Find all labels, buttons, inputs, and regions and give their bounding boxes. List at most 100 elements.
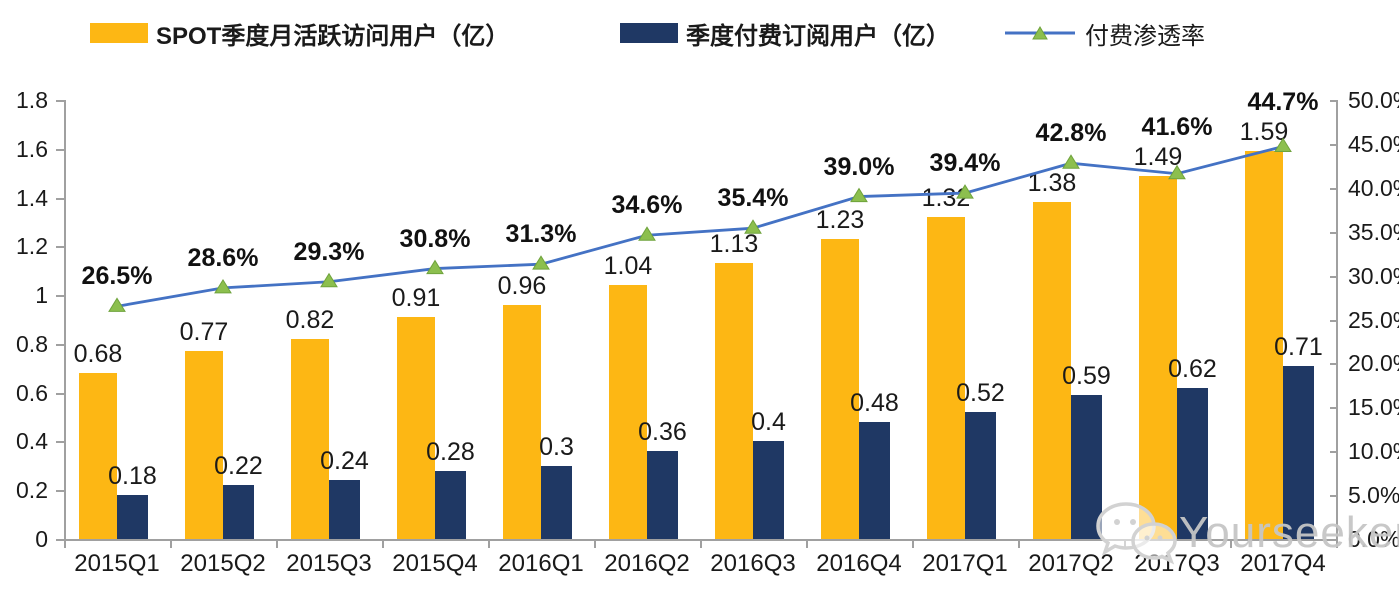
left-axis-tick-label: 1.8 <box>16 87 48 113</box>
x-axis-label: 2016Q1 <box>498 550 584 577</box>
bar-paid-subscribers <box>859 421 890 539</box>
axis-tick <box>1230 539 1232 548</box>
bar-value-label: 0.3 <box>539 432 574 461</box>
penetration-value-label: 44.7% <box>1247 88 1319 117</box>
axis-tick <box>1330 451 1338 454</box>
bar-quarterly-mau <box>715 263 753 539</box>
bar-value-label: 0.68 <box>73 340 123 369</box>
penetration-value-label: 39.4% <box>929 149 1001 178</box>
x-axis-label: 2016Q3 <box>710 550 796 577</box>
right-axis-tick-label: 30.0% <box>1348 262 1399 289</box>
axis-tick <box>700 539 702 548</box>
axis-tick <box>1330 275 1338 278</box>
axis-tick <box>64 539 66 548</box>
legend-item-subscribers: 季度付费订阅用户（亿） <box>620 18 950 50</box>
axis-tick <box>170 539 172 548</box>
legend-label-penetration: 付费渗透率 <box>1085 22 1205 50</box>
left-axis-tick-label: 1.4 <box>16 184 48 211</box>
right-axis-tick-label: 10.0% <box>1348 438 1399 465</box>
axis-tick <box>56 490 64 493</box>
left-axis-tick-label: 0.6 <box>16 379 48 406</box>
bar-quarterly-mau <box>821 239 859 539</box>
axis-tick <box>1330 495 1338 498</box>
axis-tick <box>56 343 64 346</box>
bar-value-label: 0.62 <box>1168 354 1217 383</box>
bar-value-label: 0.36 <box>638 418 687 447</box>
watermark-text: Yourseeker <box>1179 508 1399 557</box>
bar-value-label: 0.4 <box>751 408 786 437</box>
right-axis-tick-label: 35.0% <box>1348 218 1399 245</box>
triangle-marker <box>1062 154 1080 169</box>
penetration-value-label: 31.3% <box>505 220 577 249</box>
bar-quarterly-mau <box>185 351 223 539</box>
left-axis-tick-label: 1.2 <box>16 233 48 260</box>
x-axis-label: 2015Q3 <box>286 550 372 577</box>
bar-paid-subscribers <box>647 451 678 539</box>
bar-value-label: 0.22 <box>214 452 263 481</box>
axis-tick <box>1330 363 1338 366</box>
left-axis-tick-label: 0.4 <box>16 428 48 455</box>
legend-label-mau: SPOT季度月活跃访问用户（亿） <box>156 22 510 50</box>
bar-paid-subscribers <box>1071 395 1102 539</box>
x-axis-label: 2017Q4 <box>1240 550 1326 577</box>
legend-item-penetration: 付费渗透率 <box>1003 18 1205 50</box>
right-axis-tick-label: 5.0% <box>1348 482 1399 509</box>
bar-quarterly-mau <box>927 217 965 539</box>
triangle-marker <box>1274 137 1292 153</box>
left-axis-tick-label: 1.6 <box>16 135 48 162</box>
bar-value-label: 1.49 <box>1133 142 1183 171</box>
penetration-value-label: 29.3% <box>293 237 365 266</box>
axis-tick <box>56 100 64 102</box>
axis-tick <box>912 539 914 548</box>
bar-paid-subscribers <box>753 441 784 539</box>
bar-value-label: 0.18 <box>108 462 157 491</box>
axis-tick <box>1330 187 1338 190</box>
bar-paid-subscribers <box>435 470 466 539</box>
triangle-marker <box>426 259 444 275</box>
penetration-value-label: 35.4% <box>717 184 789 213</box>
legend-label-subscribers: 季度付费订阅用户（亿） <box>686 22 950 50</box>
axis-tick <box>56 392 64 395</box>
penetration-polyline <box>116 145 1284 308</box>
watermark: Yourseeker <box>1093 498 1399 568</box>
triangle-marker <box>214 278 232 294</box>
axis-tick <box>56 539 64 541</box>
bar-value-label: 0.28 <box>426 437 475 466</box>
axis-tick <box>56 246 64 249</box>
bar-value-label: 0.24 <box>320 447 369 476</box>
triangle-marker <box>638 226 656 241</box>
left-axis-tick-label: 0.2 <box>16 477 48 504</box>
right-axis-tick-label: 40.0% <box>1348 174 1399 201</box>
bar-quarterly-mau <box>1245 151 1283 539</box>
axis-tick <box>56 148 64 151</box>
axis-tick <box>382 539 384 548</box>
triangle-marker <box>956 184 974 199</box>
axis-tick <box>488 539 490 548</box>
bar-paid-subscribers <box>329 480 360 539</box>
left-axis-line <box>64 100 66 541</box>
x-axis-label: 2015Q1 <box>74 550 160 577</box>
axis-tick <box>56 295 64 298</box>
bar-quarterly-mau <box>291 339 329 539</box>
bar-quarterly-mau <box>1139 175 1177 539</box>
left-axis-tick-label: 1 <box>35 282 48 309</box>
bar-quarterly-mau <box>397 317 435 539</box>
bar-quarterly-mau <box>503 304 541 539</box>
triangle-marker <box>532 255 550 270</box>
axis-tick <box>806 539 808 548</box>
triangle-marker <box>744 219 762 234</box>
right-axis-tick-label: 15.0% <box>1348 394 1399 421</box>
legend-line-marker-icon <box>1005 26 1075 40</box>
x-axis-label: 2015Q2 <box>180 550 266 577</box>
right-axis-tick-label: 0.0% <box>1348 526 1399 552</box>
bar-value-label: 1.59 <box>1239 118 1289 147</box>
x-axis-label: 2017Q2 <box>1028 550 1114 577</box>
axis-tick <box>276 539 278 548</box>
axis-tick <box>1018 539 1020 548</box>
legend-swatch-mau <box>90 23 148 43</box>
axis-tick <box>594 539 596 548</box>
left-axis-tick-label: 0 <box>35 526 48 552</box>
penetration-value-label: 28.6% <box>187 243 259 272</box>
bar-value-label: 0.71 <box>1274 332 1323 361</box>
bar-value-label: 0.96 <box>497 271 547 300</box>
